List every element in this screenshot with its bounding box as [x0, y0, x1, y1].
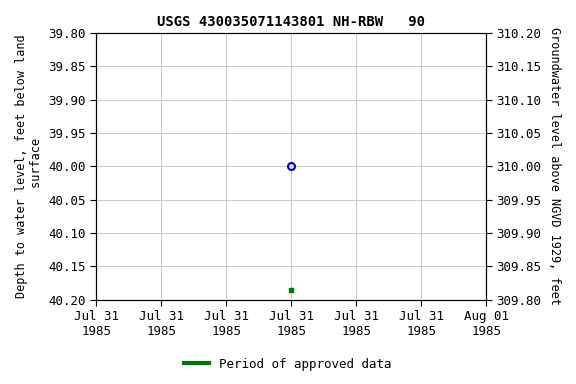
Title: USGS 430035071143801 NH-RBW   90: USGS 430035071143801 NH-RBW 90 — [157, 15, 425, 29]
Y-axis label: Depth to water level, feet below land
 surface: Depth to water level, feet below land su… — [15, 35, 43, 298]
Legend: Period of approved data: Period of approved data — [179, 353, 397, 376]
Y-axis label: Groundwater level above NGVD 1929, feet: Groundwater level above NGVD 1929, feet — [548, 28, 561, 305]
